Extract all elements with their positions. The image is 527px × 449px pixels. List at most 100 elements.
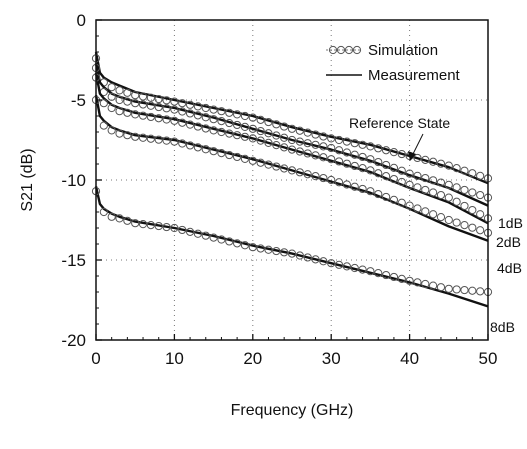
simulation-point bbox=[413, 278, 422, 287]
simulation-point bbox=[405, 169, 414, 178]
simulation-point bbox=[146, 134, 155, 143]
simulation-point bbox=[358, 140, 367, 149]
tick-labels: 0 10 20 30 40 50 0 -5 -10 -15 -20 bbox=[61, 11, 497, 368]
x-tick-label: 0 bbox=[91, 349, 100, 368]
simulation-point bbox=[240, 241, 250, 250]
simulation-point bbox=[444, 180, 453, 189]
simulation-point bbox=[413, 153, 422, 163]
simulation-point bbox=[185, 109, 195, 118]
simulation-point bbox=[436, 213, 446, 222]
simulation-point bbox=[350, 150, 359, 159]
simulation-point bbox=[256, 136, 265, 145]
simulation-point bbox=[468, 286, 477, 295]
x-tick-label: 20 bbox=[243, 349, 262, 368]
simulation-point bbox=[99, 121, 108, 130]
annotations: Reference State 1dB 2dB 4dB 8dB bbox=[349, 115, 523, 335]
legend-measurement-label: Measurement bbox=[368, 67, 461, 84]
simulation-point bbox=[319, 173, 328, 183]
simulation-point bbox=[201, 145, 210, 154]
simulation-point bbox=[468, 223, 477, 232]
simulation-point bbox=[460, 221, 469, 230]
simulation-point bbox=[272, 162, 281, 171]
y-tick-label: -20 bbox=[61, 331, 86, 350]
simulation-point bbox=[233, 110, 242, 119]
simulation-point bbox=[123, 216, 132, 225]
simulation-point bbox=[444, 215, 453, 225]
simulation-point bbox=[342, 180, 351, 189]
simulation-point bbox=[287, 135, 297, 145]
simulation-point bbox=[452, 197, 461, 206]
simulation-point bbox=[334, 260, 344, 269]
simulation-point bbox=[146, 112, 155, 122]
simulation-point bbox=[146, 221, 155, 230]
y-axis-title: S21 (dB) bbox=[19, 148, 36, 211]
simulation-point bbox=[429, 176, 438, 185]
simulation-point bbox=[327, 134, 336, 143]
simulation-point bbox=[389, 272, 399, 282]
simulation-point bbox=[397, 198, 406, 207]
simulation-point bbox=[374, 169, 383, 178]
legend: Simulation Measurement bbox=[326, 42, 461, 84]
simulation-point bbox=[421, 207, 430, 216]
simulation-point bbox=[366, 187, 375, 196]
simulation-point bbox=[209, 115, 218, 124]
simulation-point bbox=[185, 100, 195, 109]
simulation-point bbox=[476, 190, 485, 200]
annotation-reference-state: Reference State bbox=[349, 115, 450, 131]
simulation-point bbox=[154, 221, 163, 231]
simulation-point bbox=[421, 155, 430, 164]
y-tick-label: -15 bbox=[61, 251, 86, 270]
simulation-point bbox=[209, 105, 218, 114]
simulation-point bbox=[217, 235, 226, 244]
simulation-point bbox=[295, 137, 304, 146]
simulation-point bbox=[233, 152, 242, 162]
legend-simulation-point bbox=[336, 45, 346, 55]
y-tick-label: 0 bbox=[77, 11, 86, 30]
simulation-point bbox=[460, 166, 469, 175]
simulation-point bbox=[350, 139, 359, 148]
simulation-point bbox=[429, 188, 438, 197]
series-8db bbox=[91, 186, 493, 308]
simulation-point bbox=[178, 225, 187, 235]
simulation-point bbox=[374, 269, 383, 278]
simulation-point bbox=[342, 262, 351, 271]
simulation-point bbox=[162, 136, 171, 145]
simulation-point bbox=[131, 219, 140, 228]
simulation-point bbox=[280, 133, 289, 142]
simulation-point bbox=[476, 226, 485, 235]
simulation-point bbox=[217, 127, 226, 137]
simulation-point bbox=[303, 149, 312, 158]
series-1db bbox=[91, 62, 493, 207]
simulation-point bbox=[389, 174, 399, 184]
simulation-point bbox=[429, 157, 438, 166]
simulation-point bbox=[444, 193, 453, 202]
x-tick-label: 30 bbox=[322, 349, 341, 368]
simulation-point bbox=[115, 86, 124, 95]
reference-state-arrow bbox=[411, 133, 424, 157]
simulation-point bbox=[99, 207, 108, 217]
simulation-point bbox=[154, 102, 163, 112]
simulation-point bbox=[327, 155, 336, 164]
simulation-point bbox=[225, 129, 234, 138]
simulation-point bbox=[264, 117, 273, 127]
ticks bbox=[95, 19, 489, 341]
simulation-point bbox=[264, 138, 273, 147]
simulation-point bbox=[358, 152, 367, 162]
simulation-point bbox=[185, 120, 195, 129]
simulation-point bbox=[240, 111, 250, 121]
simulation-point bbox=[334, 157, 344, 166]
simulation-point bbox=[154, 114, 163, 123]
simulation-point bbox=[264, 245, 273, 254]
simulation-point bbox=[115, 129, 124, 138]
simulation-point bbox=[107, 103, 116, 113]
simulation-point bbox=[162, 104, 171, 113]
simulation-point bbox=[436, 283, 446, 292]
simulation-point bbox=[193, 111, 203, 120]
simulation-point bbox=[233, 131, 242, 140]
simulation-point bbox=[264, 129, 273, 138]
simulation-point bbox=[444, 284, 453, 293]
series-4db bbox=[91, 94, 493, 242]
simulation-point bbox=[138, 111, 148, 120]
simulation-point bbox=[452, 164, 461, 173]
